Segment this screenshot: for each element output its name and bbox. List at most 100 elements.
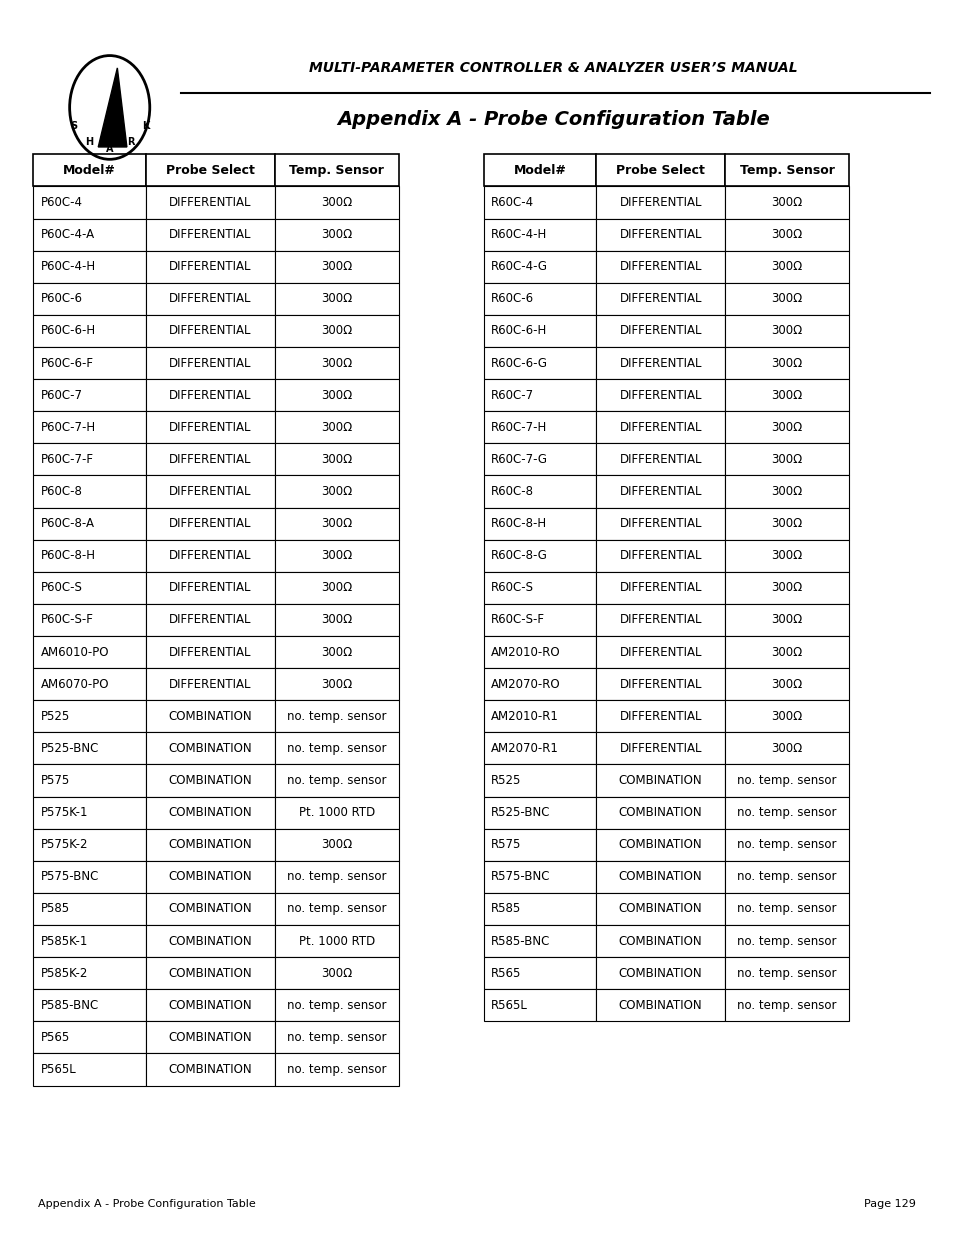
Text: 300Ω: 300Ω (771, 550, 801, 562)
Text: no. temp. sensor: no. temp. sensor (287, 903, 386, 915)
Text: DIFFERENTIAL: DIFFERENTIAL (169, 196, 252, 209)
Text: COMBINATION: COMBINATION (169, 935, 252, 947)
Bar (33, 1021, 146, 1053)
Text: DIFFERENTIAL: DIFFERENTIAL (618, 678, 701, 690)
Text: DIFFERENTIAL: DIFFERENTIAL (618, 485, 701, 498)
Bar (146, 154, 274, 186)
Text: 300Ω: 300Ω (321, 261, 352, 273)
Bar (33, 508, 146, 540)
Text: 300Ω: 300Ω (321, 550, 352, 562)
Text: P575K-2: P575K-2 (41, 839, 89, 851)
Bar (274, 989, 398, 1021)
Bar (483, 861, 596, 893)
Bar (724, 957, 848, 989)
Text: P60C-8-A: P60C-8-A (41, 517, 95, 530)
Bar (483, 475, 596, 508)
Text: AM2010-RO: AM2010-RO (491, 646, 560, 658)
Bar (596, 668, 724, 700)
Text: P585K-1: P585K-1 (41, 935, 89, 947)
Bar (483, 893, 596, 925)
Bar (146, 315, 274, 347)
Text: P60C-7-H: P60C-7-H (41, 421, 96, 433)
Text: 300Ω: 300Ω (321, 421, 352, 433)
Text: P575K-1: P575K-1 (41, 806, 89, 819)
Text: DIFFERENTIAL: DIFFERENTIAL (169, 582, 252, 594)
Text: COMBINATION: COMBINATION (169, 1063, 252, 1076)
Text: no. temp. sensor: no. temp. sensor (737, 839, 836, 851)
Bar (146, 957, 274, 989)
Text: P60C-8-H: P60C-8-H (41, 550, 96, 562)
Text: DIFFERENTIAL: DIFFERENTIAL (169, 293, 252, 305)
Text: COMBINATION: COMBINATION (169, 806, 252, 819)
Text: DIFFERENTIAL: DIFFERENTIAL (618, 421, 701, 433)
Bar (274, 186, 398, 219)
Text: R: R (127, 137, 134, 147)
Bar (33, 379, 146, 411)
Bar (596, 379, 724, 411)
Bar (146, 379, 274, 411)
Bar (483, 411, 596, 443)
Text: AM2070-R1: AM2070-R1 (491, 742, 558, 755)
Text: 300Ω: 300Ω (771, 517, 801, 530)
Text: COMBINATION: COMBINATION (169, 774, 252, 787)
Text: 300Ω: 300Ω (321, 453, 352, 466)
Bar (483, 508, 596, 540)
Text: R565L: R565L (491, 999, 528, 1011)
Text: COMBINATION: COMBINATION (618, 774, 701, 787)
Text: DIFFERENTIAL: DIFFERENTIAL (618, 517, 701, 530)
Text: AM6010-PO: AM6010-PO (41, 646, 110, 658)
Bar (146, 925, 274, 957)
Text: P60C-4-A: P60C-4-A (41, 228, 95, 241)
Text: Model#: Model# (513, 164, 566, 177)
Bar (33, 443, 146, 475)
Bar (274, 1053, 398, 1086)
Text: DIFFERENTIAL: DIFFERENTIAL (169, 389, 252, 401)
Bar (274, 668, 398, 700)
Text: no. temp. sensor: no. temp. sensor (737, 774, 836, 787)
Bar (33, 829, 146, 861)
Text: R60C-8-H: R60C-8-H (491, 517, 547, 530)
Bar (274, 315, 398, 347)
Text: Appendix A - Probe Configuration Table: Appendix A - Probe Configuration Table (38, 1199, 255, 1209)
Text: 300Ω: 300Ω (771, 325, 801, 337)
Bar (596, 540, 724, 572)
Text: COMBINATION: COMBINATION (618, 839, 701, 851)
Bar (483, 186, 596, 219)
Bar (724, 764, 848, 797)
Bar (274, 732, 398, 764)
Text: no. temp. sensor: no. temp. sensor (287, 999, 386, 1011)
Text: COMBINATION: COMBINATION (169, 903, 252, 915)
Text: DIFFERENTIAL: DIFFERENTIAL (618, 357, 701, 369)
Bar (33, 540, 146, 572)
Text: R60C-6-G: R60C-6-G (491, 357, 548, 369)
Bar (274, 283, 398, 315)
Text: DIFFERENTIAL: DIFFERENTIAL (169, 453, 252, 466)
Text: P60C-6-F: P60C-6-F (41, 357, 94, 369)
Text: P60C-4-H: P60C-4-H (41, 261, 96, 273)
Bar (483, 283, 596, 315)
Bar (596, 315, 724, 347)
Bar (146, 893, 274, 925)
Text: R60C-8: R60C-8 (491, 485, 534, 498)
Text: A: A (106, 144, 113, 154)
Bar (483, 251, 596, 283)
Text: DIFFERENTIAL: DIFFERENTIAL (618, 453, 701, 466)
Text: no. temp. sensor: no. temp. sensor (287, 1063, 386, 1076)
Bar (274, 154, 398, 186)
Text: no. temp. sensor: no. temp. sensor (737, 871, 836, 883)
Bar (274, 443, 398, 475)
Text: 300Ω: 300Ω (321, 389, 352, 401)
Bar (274, 893, 398, 925)
Bar (274, 764, 398, 797)
Text: 300Ω: 300Ω (321, 293, 352, 305)
Bar (33, 154, 146, 186)
Text: no. temp. sensor: no. temp. sensor (287, 774, 386, 787)
Text: P565L: P565L (41, 1063, 76, 1076)
Bar (274, 604, 398, 636)
Bar (274, 700, 398, 732)
Text: P60C-4: P60C-4 (41, 196, 83, 209)
Text: DIFFERENTIAL: DIFFERENTIAL (618, 389, 701, 401)
Bar (146, 219, 274, 251)
Text: COMBINATION: COMBINATION (618, 935, 701, 947)
Bar (146, 604, 274, 636)
